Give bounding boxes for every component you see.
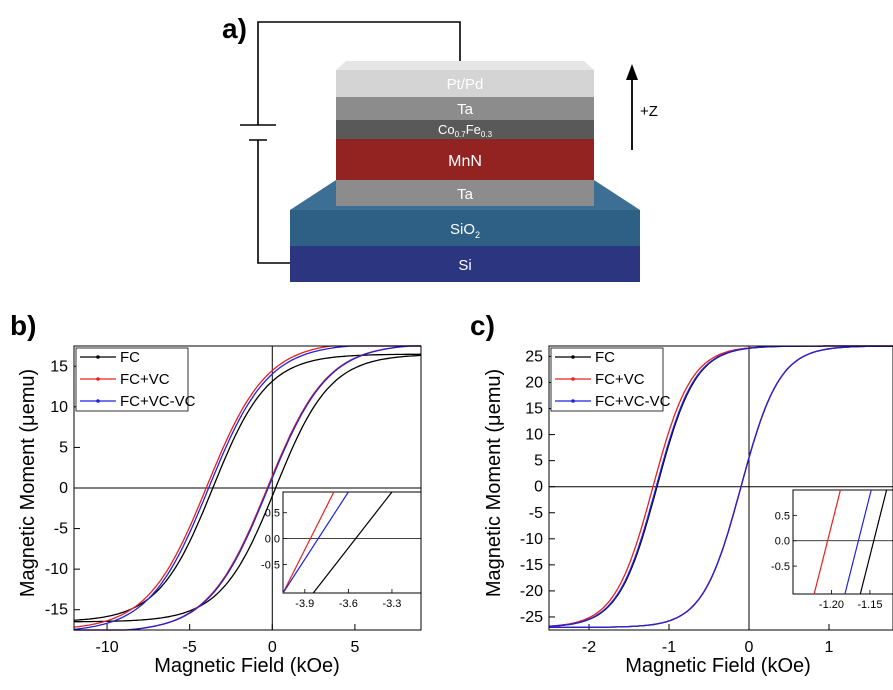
chart-b-inset-line-fc-vc (282, 491, 335, 594)
chart-c-legend-marker-fcvc (571, 377, 575, 381)
chart-c-inset: -0.5 0.0 0.5 -1.20 -1.15 (771, 489, 893, 611)
panel-b: b) Magnetic Moment (μemu) Magnetic Field… (10, 310, 422, 677)
z-axis-arrow-icon (626, 64, 638, 80)
chart-b-xtick-label: 5 (350, 639, 359, 656)
chart-b-legend-label-fc: FC (120, 349, 140, 366)
chart-b-inset-line-fc-vc-vc (282, 491, 349, 594)
chart-c-legend-marker-fc (571, 355, 575, 359)
chart-b-inset-ytick-label: 0.5 (265, 508, 280, 520)
chart-c-legend: FC FC+VC FC+VC-VC (550, 347, 671, 412)
mnn-layer (336, 139, 594, 180)
chart-c-series-fc-vc-vc-ascending (549, 345, 893, 629)
chart-c-inset-ytick-label: 0.0 (775, 536, 790, 548)
chart-c-inset-line-fc-vc (813, 489, 842, 595)
chart-b-ytick-label: -15 (45, 602, 68, 619)
panel-c: c) Magnetic Moment (μemu) Magnetic Field… (470, 310, 893, 677)
chart-c-xtick-label: 0 (745, 639, 754, 656)
chart-b-ytick-label: 5 (59, 439, 68, 456)
chart-c-inset-ytick-label: 0.5 (775, 510, 790, 522)
chart-b-xtick-label: 0 (268, 639, 277, 656)
chart-b-ytick-label: 15 (50, 358, 68, 375)
sio2-label: SiO2 (450, 221, 480, 240)
chart-c-ylabel: Magnetic Moment (μemu) (483, 369, 505, 597)
chart-b-xtick-label: -5 (183, 639, 197, 656)
chart-c-inset-line-fc (859, 489, 888, 595)
chart-b-inset-xtick-label: -3.3 (382, 598, 401, 610)
chart-b-legend-marker-fc (96, 355, 100, 359)
panel-a-label: a) (222, 13, 247, 44)
chart-b-plot-frame (73, 345, 422, 631)
chart-b-inset-ytick-label: -0.5 (261, 560, 280, 572)
chart-c-plot-frame (548, 345, 893, 631)
panel-b-label: b) (10, 310, 36, 341)
chart-c-xtick-label: -1 (662, 639, 676, 656)
chart-c-ytick-label: -5 (529, 505, 543, 522)
chart-c-ytick-label: 20 (525, 374, 543, 391)
sio2-layer (290, 210, 640, 246)
chart-c-ytick-label: -20 (520, 583, 543, 600)
chart-c-legend-marker-fcvcvc (571, 399, 575, 403)
chart-b-legend-label-fcvcvc: FC+VC-VC (120, 393, 196, 410)
chart-b-inset-content: -0.5 0.0 0.5 -3.9 -3.6 -3.3 (261, 491, 421, 610)
chart-b-ylabel: Magnetic Moment (μemu) (17, 369, 39, 597)
chart-c-ytick-label: -15 (520, 557, 543, 574)
chart-b-legend-marker-fcvc (96, 377, 100, 381)
chart-b-ytick-label: -5 (54, 521, 68, 538)
pt-pd-layer-top-face (336, 61, 594, 70)
circuit-wire-bottom (257, 140, 290, 264)
chart-c-ytick-label: -10 (520, 531, 543, 548)
panel-a: a) Pt/Pd Ta Co0.7Fe0.3 MnN Ta SiO2 Si +Z (222, 13, 658, 282)
chart-c-inset-ytick-label: -0.5 (771, 561, 790, 573)
chart-b-ytick-label: -10 (45, 561, 68, 578)
chart-b-legend-marker-fcvcvc (96, 399, 100, 403)
chart-c-ytick-label: 5 (534, 453, 543, 470)
chart-c-inset-content: -0.5 0.0 0.5 -1.20 -1.15 (771, 489, 893, 611)
chart-c-inset-xtick-label: -1.15 (857, 599, 882, 611)
pt-pd-layer (336, 70, 594, 97)
chart-c-ytick-label: 15 (525, 401, 543, 418)
pt-pd-label: Pt/Pd (447, 76, 484, 93)
chart-c-xtick-label: 1 (825, 639, 834, 656)
chart-c-inset-line-fc-vc-vc (844, 489, 872, 595)
chart-b-ytick-label: 0 (59, 480, 68, 497)
chart-c-inset-xtick-label: -1.20 (819, 599, 844, 611)
si-label: Si (458, 257, 471, 274)
ta-top-layer (336, 97, 594, 120)
si-layer (290, 246, 640, 282)
chart-b-inset-ytick-label: 0.0 (265, 534, 280, 546)
chart-b-xlabel: Magnetic Field (kOe) (154, 655, 340, 677)
chart-b-inset: -0.5 0.0 0.5 -3.9 -3.6 -3.3 (261, 491, 422, 610)
chart-c-xtick-label: -2 (582, 639, 596, 656)
chart-c-legend-label-fcvc: FC+VC (595, 371, 645, 388)
chart-c-xlabel: Magnetic Field (kOe) (625, 655, 811, 677)
chart-b-legend-label-fcvc: FC+VC (120, 371, 170, 388)
ta-bottom-layer (336, 180, 594, 206)
chart-c-ytick-label: 25 (525, 348, 543, 365)
chart-b-ticks: -10 -5 0 5 -15 -10 -5 0 5 10 15 (45, 346, 421, 656)
chart-b-inset-xtick-label: -3.6 (339, 598, 358, 610)
chart-c-ytick-label: -25 (520, 609, 543, 626)
chart-c-ytick-label: 10 (525, 427, 543, 444)
chart-b-ytick-label: 10 (50, 399, 68, 416)
chart-c-legend-label-fc: FC (595, 349, 615, 366)
panel-c-label: c) (470, 310, 495, 341)
chart-c-legend-label-fcvcvc: FC+VC-VC (595, 393, 671, 410)
chart-b-xtick-label: -10 (95, 639, 118, 656)
mnn-label: MnN (448, 153, 482, 170)
chart-b-inset-line-fc (312, 491, 393, 594)
chart-c-inset-frame (792, 489, 893, 595)
cofe-layer (336, 120, 594, 139)
cofe-label: Co0.7Fe0.3 (438, 122, 493, 139)
circuit-wire-top (257, 21, 461, 125)
ta-top-label: Ta (457, 101, 474, 118)
chart-b-inset-xtick-label: -3.9 (295, 598, 314, 610)
chart-b-series-fc-ascending (74, 354, 422, 623)
ta-bottom-label: Ta (457, 186, 474, 203)
chart-c-ytick-label: 0 (534, 479, 543, 496)
chart-b-legend: FC FC+VC FC+VC-VC (75, 347, 196, 412)
z-axis-label: +Z (640, 103, 658, 120)
